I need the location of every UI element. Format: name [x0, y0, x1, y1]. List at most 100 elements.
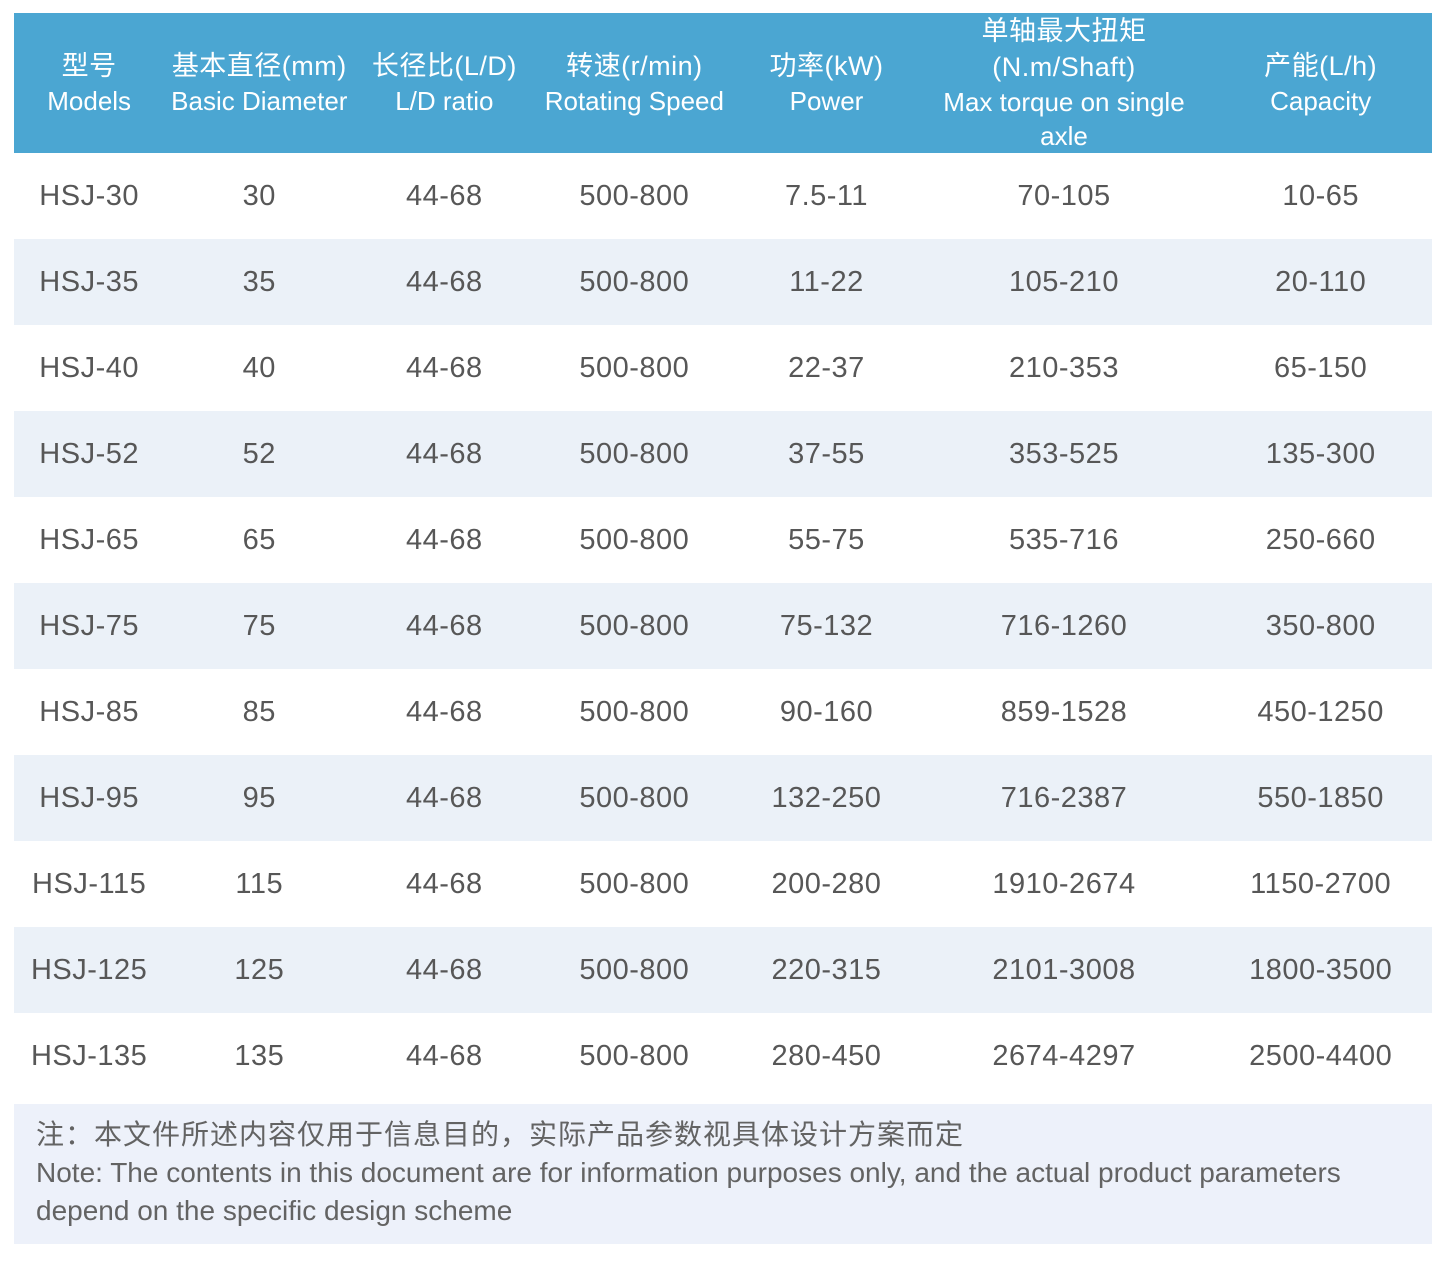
table-row: HSJ-35 35 44-68 500-800 11-22 105-210 20-110 — [14, 239, 1432, 325]
value-cell: 859-1528 — [1000, 695, 1128, 728]
value-cell: 135-300 — [1265, 437, 1376, 470]
column-header-en: L/D ratio — [395, 86, 494, 116]
value-cell: 500-800 — [579, 609, 690, 642]
table-row: HSJ-30 30 44-68 500-800 7.5-11 70-105 10-65 — [14, 153, 1432, 239]
value-cell: 75 — [242, 609, 276, 642]
value-cell: 44-68 — [406, 867, 483, 900]
column-header-en: Capacity — [1270, 86, 1372, 116]
table-header: 型号 Models 基本直径(mm) Basic Diameter 长径比(L/D) L/… — [14, 13, 1432, 153]
value-cell: 75-132 — [779, 609, 874, 642]
column-header: 型号 Models — [14, 13, 165, 153]
value-cell: 535-716 — [1009, 523, 1119, 556]
value-cell: 1910-2674 — [992, 867, 1136, 900]
value-cell: 44-68 — [406, 1039, 483, 1072]
value-cell: 716-1260 — [1000, 609, 1128, 642]
table-row: HSJ-85 85 44-68 500-800 90-160 859-1528 450-12… — [14, 669, 1432, 755]
value-cell: 500-800 — [579, 1039, 690, 1072]
value-cell: 35 — [242, 265, 276, 298]
table-row: HSJ-52 52 44-68 500-800 37-55 353-525 135-300 — [14, 411, 1432, 497]
value-cell: 30 — [242, 179, 276, 212]
model-cell: HSJ-95 — [39, 781, 139, 814]
value-cell: 37-55 — [788, 437, 865, 470]
table-header-row: 型号 Models 基本直径(mm) Basic Diameter 长径比(L/D) L/… — [14, 13, 1432, 153]
column-header: 基本直径(mm) Basic Diameter — [164, 13, 355, 153]
value-cell: 2674-4297 — [992, 1039, 1136, 1072]
value-cell: 500-800 — [579, 695, 690, 728]
column-header-en: Rotating Speed — [544, 86, 724, 116]
column-header-zh: 功率(kW) — [769, 51, 884, 81]
value-cell: 44-68 — [406, 695, 483, 728]
value-cell: 450-1250 — [1257, 695, 1384, 728]
value-cell: 210-353 — [1009, 351, 1119, 384]
value-cell: 1150-2700 — [1250, 867, 1392, 900]
table-row: HSJ-75 75 44-68 500-800 75-132 716-1260 350-80… — [14, 583, 1432, 669]
value-cell: 500-800 — [579, 265, 690, 298]
value-cell: 44-68 — [406, 953, 483, 986]
column-header-zh: 产能(L/h) — [1264, 51, 1378, 81]
value-cell: 200-280 — [771, 867, 882, 900]
table-row: HSJ-40 40 44-68 500-800 22-37 210-353 65-150 — [14, 325, 1432, 411]
value-cell: 135 — [234, 1039, 285, 1072]
model-cell: HSJ-75 — [39, 609, 139, 642]
value-cell: 280-450 — [771, 1039, 882, 1072]
value-cell: 44-68 — [406, 781, 483, 814]
table-row: HSJ-95 95 44-68 500-800 132-250 716-2387 550-1… — [14, 755, 1432, 841]
value-cell: 7.5-11 — [784, 179, 869, 212]
value-cell: 1800-3500 — [1249, 953, 1393, 986]
value-cell: 500-800 — [579, 781, 690, 814]
model-cell: HSJ-125 — [30, 953, 148, 986]
value-cell: 250-660 — [1265, 523, 1376, 556]
value-cell: 115 — [235, 867, 284, 900]
value-cell: 105-210 — [1009, 265, 1119, 298]
value-cell: 70-105 — [1017, 179, 1111, 212]
model-cell: HSJ-135 — [30, 1039, 148, 1072]
model-cell: HSJ-30 — [39, 179, 139, 212]
column-header-zh: 单轴最大扭矩(N.m/Shaft) — [981, 16, 1147, 82]
value-cell: 44-68 — [406, 179, 483, 212]
spec-table: 型号 Models 基本直径(mm) Basic Diameter 长径比(L/D) L/… — [14, 13, 1432, 1099]
note-text-en: Note: The contents in this document are … — [36, 1157, 1341, 1226]
column-header-en: Power — [789, 86, 864, 116]
value-cell: 220-315 — [771, 953, 882, 986]
value-cell: 2500-4400 — [1249, 1039, 1393, 1072]
column-header: 转速(r/min) Rotating Speed — [534, 13, 735, 153]
table-row: HSJ-135 135 44-68 500-800 280-450 2674-4297 25… — [14, 1013, 1432, 1099]
value-cell: 52 — [242, 437, 276, 470]
value-cell: 2101-3008 — [992, 953, 1136, 986]
value-cell: 132-250 — [771, 781, 882, 814]
column-header: 功率(kW) Power — [734, 13, 919, 153]
value-cell: 500-800 — [579, 351, 690, 384]
column-header-zh: 长径比(L/D) — [371, 51, 517, 81]
value-cell: 44-68 — [406, 609, 483, 642]
column-header-zh: 转速(r/min) — [566, 51, 703, 81]
note-block: 注：本文件所述内容仅用于信息目的，实际产品参数视具体设计方案而定 Note: T… — [14, 1104, 1432, 1244]
column-header: 长径比(L/D) L/D ratio — [354, 13, 535, 153]
column-header: 产能(L/h) Capacity — [1209, 13, 1432, 153]
value-cell: 85 — [242, 695, 276, 728]
value-cell: 10-65 — [1282, 179, 1359, 212]
value-cell: 500-800 — [579, 953, 690, 986]
value-cell: 44-68 — [406, 523, 483, 556]
note-text-zh: 注：本文件所述内容仅用于信息目的，实际产品参数视具体设计方案而定 — [36, 1119, 965, 1150]
value-cell: 500-800 — [579, 179, 690, 212]
value-cell: 22-37 — [788, 351, 865, 384]
column-header-zh: 基本直径(mm) — [171, 51, 347, 81]
value-cell: 65 — [242, 523, 276, 556]
value-cell: 40 — [242, 351, 276, 384]
value-cell: 44-68 — [406, 265, 483, 298]
value-cell: 500-800 — [579, 867, 690, 900]
column-header-en: Models — [47, 86, 132, 116]
value-cell: 95 — [242, 781, 276, 814]
value-cell: 125 — [234, 953, 285, 986]
column-header-en: Basic Diameter — [171, 86, 348, 116]
model-cell: HSJ-65 — [39, 523, 139, 556]
value-cell: 20-110 — [1275, 265, 1367, 298]
model-cell: HSJ-85 — [39, 695, 139, 728]
value-cell: 350-800 — [1265, 609, 1376, 642]
value-cell: 44-68 — [406, 437, 483, 470]
column-header-en: Max torque on single axle — [943, 87, 1185, 151]
model-cell: HSJ-115 — [32, 867, 147, 900]
column-header-zh: 型号 — [61, 51, 117, 81]
column-header: 单轴最大扭矩(N.m/Shaft) Max torque on single ax… — [918, 13, 1210, 153]
